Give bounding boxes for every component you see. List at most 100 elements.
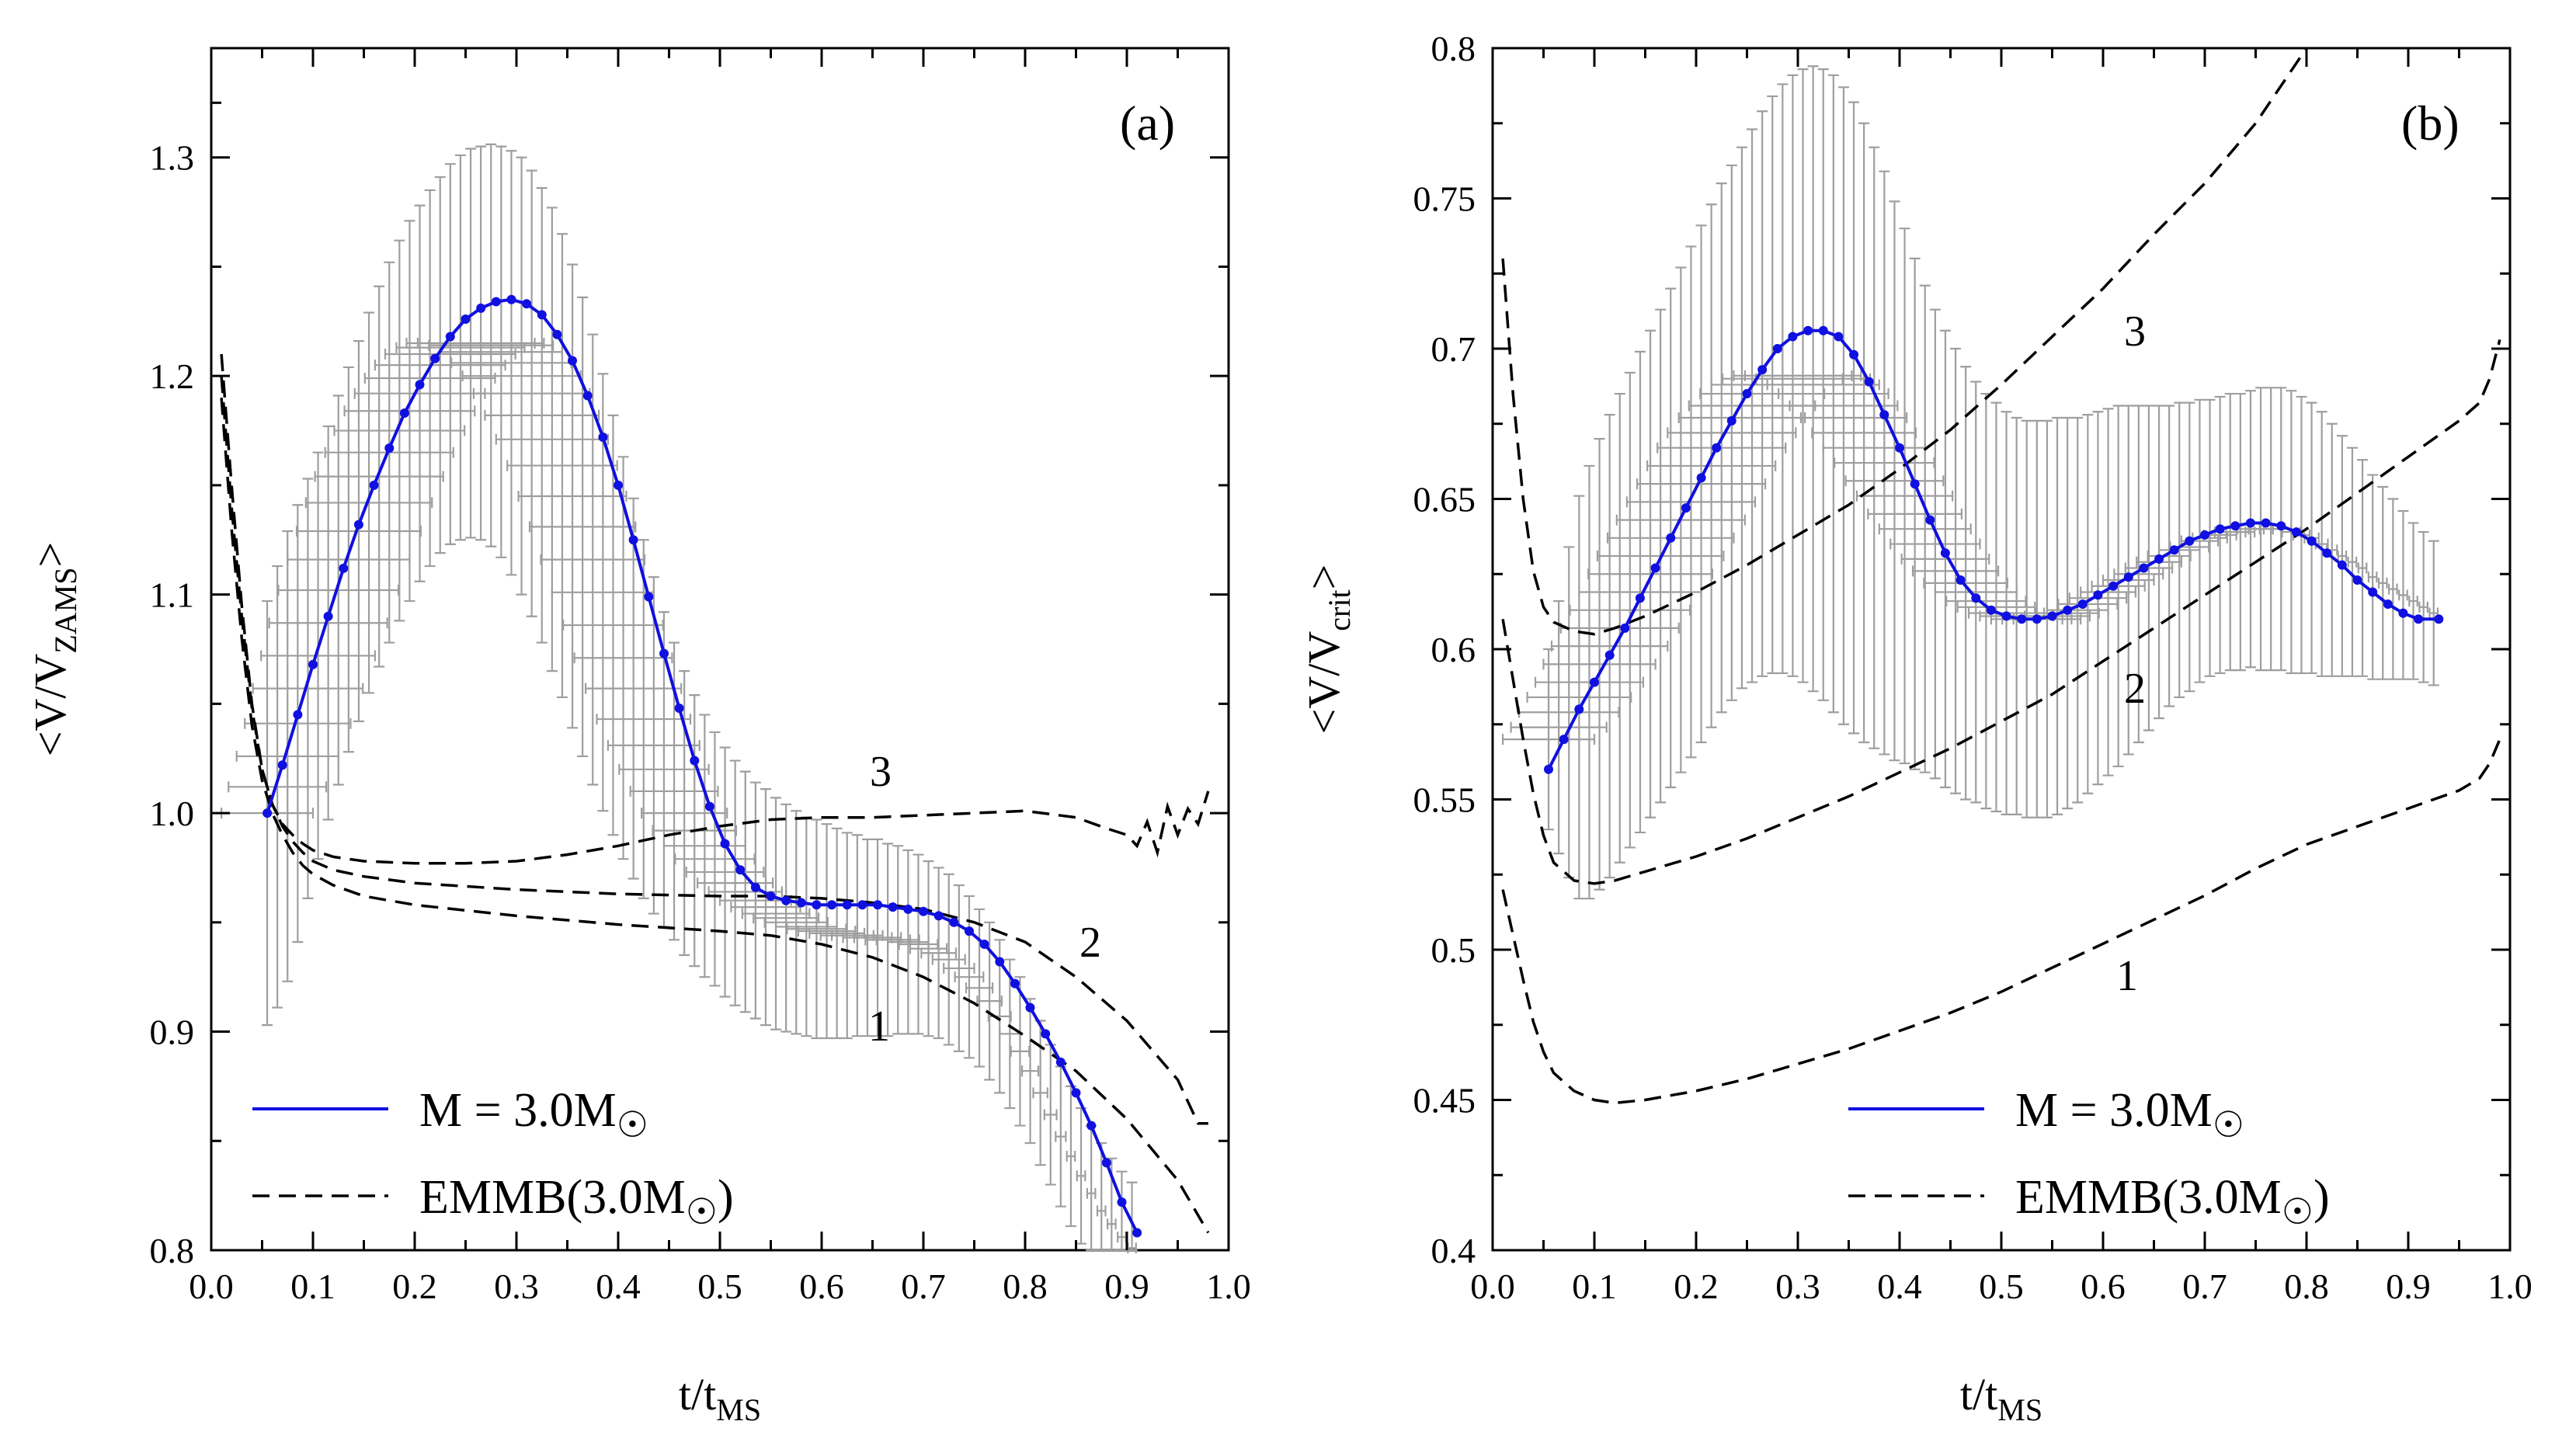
error-bar [831, 834, 884, 1037]
error-bar [2147, 405, 2192, 707]
error-bar [1789, 86, 1899, 725]
model-point [491, 297, 501, 307]
error-bar [1799, 101, 1908, 735]
error-bar [707, 770, 784, 1013]
model-point [735, 865, 746, 875]
model-point [2215, 524, 2225, 534]
error-bar [540, 333, 646, 786]
panel-b-frame [1491, 47, 2512, 1252]
error-bar [987, 939, 1012, 1094]
sun-symbol: ☉ [2213, 1105, 2244, 1145]
error-bar [931, 873, 966, 1046]
y-tick-label: 0.5 [1431, 930, 1476, 970]
error-bar [674, 731, 756, 987]
error-bar [495, 207, 609, 672]
emmb-curve-3 [1501, 47, 2308, 636]
error-bar [2346, 446, 2358, 677]
error-bar [333, 239, 466, 622]
model-point [949, 917, 959, 927]
error-bar [1646, 203, 1777, 728]
model-point [2108, 581, 2119, 591]
model-point [1742, 389, 1752, 398]
error-bar [287, 366, 411, 753]
model-point [2001, 611, 2011, 621]
error-bar [472, 169, 591, 617]
model-point [903, 904, 913, 914]
panel-a-x-axis-label-main: t/t [679, 1369, 716, 1419]
panel-b-y-axis-label-sub: crit [1322, 589, 1357, 631]
error-bar [1020, 998, 1040, 1145]
model-point [2245, 518, 2255, 528]
y-tick-label: 0.65 [1413, 480, 1476, 519]
error-bar [2314, 411, 2329, 677]
error-bar [1822, 146, 1926, 749]
model-point [919, 906, 928, 916]
y-tick-label: 0.8 [1431, 29, 1476, 68]
model-point [1879, 410, 1889, 420]
model-point [614, 480, 623, 490]
model-point [2322, 548, 2332, 558]
x-tick-label: 0.6 [2081, 1267, 2126, 1306]
model-point [1559, 735, 1569, 745]
x-tick-label: 0.0 [189, 1267, 234, 1306]
panel-a-y-axis-label-end: > [25, 542, 75, 568]
error-bar [1956, 401, 2036, 813]
panel-a-model-curve [262, 294, 1142, 1238]
panel-a-x-axis-label-sub: MS [716, 1392, 761, 1427]
error-bar [517, 263, 627, 729]
error-bar [353, 204, 486, 582]
model-point [2017, 614, 2027, 624]
model-curve-line [266, 297, 1139, 1234]
panel-b-model-curve [1544, 325, 2444, 774]
error-bar [2192, 398, 2228, 677]
error-bar [506, 233, 618, 699]
panel-b: 0.0 0.1 0.2 0.3 0.4 0.5 0.6 0.7 0.8 0.9 1.0 0.40.4… [1298, 29, 2533, 1427]
y-tick-label: 0.45 [1413, 1081, 1476, 1121]
panel-b-curve-label-2: 2 [2124, 665, 2146, 713]
error-bar [1945, 392, 2027, 810]
panel-a-legend-emmb-text: EMMB(3.0M [419, 1171, 686, 1224]
panel-a-emmb-curves [220, 353, 1210, 1234]
error-bar [786, 818, 847, 1040]
error-bar [2057, 414, 2119, 794]
error-bar [1855, 228, 1954, 765]
error-bar [1542, 438, 1656, 891]
model-point [965, 926, 974, 936]
model-point [1971, 593, 1981, 603]
model-point [842, 900, 852, 910]
panel-a-legend: M = 3.0M☉ EMMB(3.0M☉) [252, 1084, 734, 1232]
error-bar [551, 373, 655, 812]
error-bar [1550, 414, 1669, 879]
model-point [2230, 521, 2241, 531]
model-point [827, 900, 837, 910]
x-tick-label: 0.1 [1572, 1267, 1617, 1306]
error-bar [2281, 390, 2302, 675]
model-point [2093, 590, 2103, 600]
error-bar [484, 187, 600, 644]
error-bar [797, 823, 857, 1040]
model-point [399, 408, 409, 418]
error-bar [2091, 405, 2146, 768]
error-bar [439, 145, 564, 558]
model-point [1925, 515, 1935, 525]
y-tick-label: 1.0 [150, 794, 195, 833]
panel-b-y-axis-label-end: > [1298, 565, 1349, 590]
model-point [1803, 325, 1813, 335]
error-bar [774, 816, 838, 1037]
error-bar [1844, 200, 1945, 762]
model-point [430, 353, 440, 363]
panel-b-label: (b) [2401, 96, 2460, 151]
model-point [1055, 1057, 1066, 1067]
error-bar [2418, 530, 2429, 683]
error-bar [573, 456, 673, 860]
error-bar [1755, 65, 1872, 693]
error-bar [2407, 522, 2419, 680]
model-point [995, 957, 1005, 967]
error-bar [235, 530, 339, 982]
x-tick-label: 0.2 [392, 1267, 437, 1306]
error-bar [1900, 329, 1990, 789]
error-bar [384, 163, 516, 546]
model-point [1681, 503, 1691, 513]
error-bar [1743, 68, 1862, 683]
error-bar [2012, 419, 2082, 818]
